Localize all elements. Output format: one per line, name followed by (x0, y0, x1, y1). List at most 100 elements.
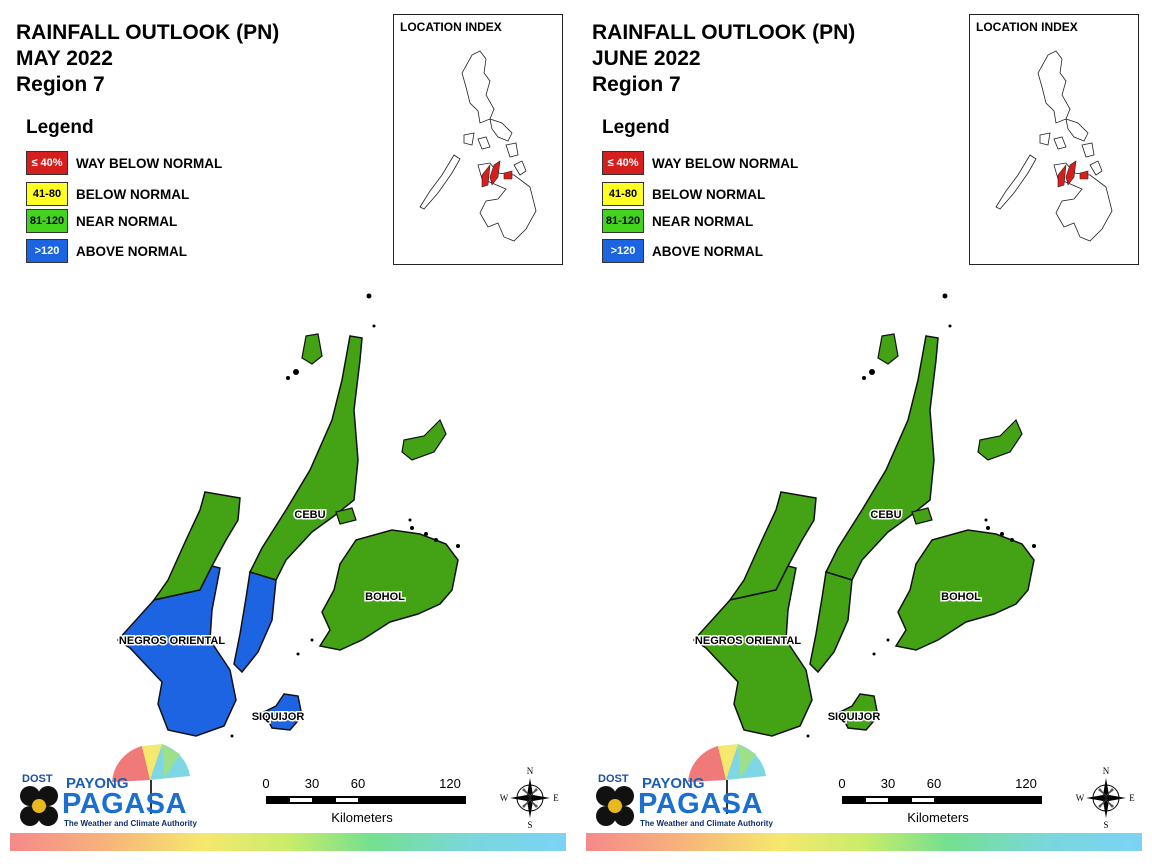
panel-may: RAINFALL OUTLOOK (PN) MAY 2022 Region 7 … (10, 14, 566, 851)
title-line-1: RAINFALL OUTLOOK (PN) (592, 21, 856, 44)
legend-item-below: 41-80 BELOW NORMAL (602, 181, 765, 207)
north-arrow: N S W E (498, 764, 562, 830)
region-cebu-south (809, 571, 853, 674)
legend-label: ABOVE NORMAL (76, 243, 187, 259)
north-arrow: N S W E (1074, 764, 1138, 830)
logo-dost: DOST (598, 773, 629, 785)
logo-payong: PAYONG (642, 775, 705, 792)
legend-swatch: ≤ 40% (602, 151, 644, 175)
logo-pagasa: PAGASA (638, 788, 763, 820)
location-index-box: LOCATION INDEX (393, 14, 563, 265)
compass-e: E (553, 793, 559, 803)
region-negros-north (152, 491, 241, 602)
small-islands (877, 333, 1023, 525)
compass-rose-icon: N S W E (1076, 766, 1136, 830)
title-line-1: RAINFALL OUTLOOK (PN) (16, 21, 280, 44)
map-title: RAINFALL OUTLOOK (PN) JUNE 2022 Region 7 (592, 20, 855, 98)
scale-bar: 0 30 60 120 Kilometers (262, 776, 474, 826)
color-gradient-bar (10, 833, 566, 851)
legend-item-near: 81-120 NEAR NORMAL (602, 208, 753, 234)
label-bohol: BOHOL (365, 591, 405, 603)
pagasa-logo: DOST PAYONG PAGASA The Weather and Clima… (14, 740, 204, 832)
legend-item-above: >120 ABOVE NORMAL (26, 238, 187, 264)
philippines-index-map (995, 50, 1113, 242)
legend-label: ABOVE NORMAL (652, 243, 763, 259)
title-month: JUNE 2022 (592, 47, 701, 70)
scale-tick: 30 (880, 776, 896, 791)
region-bohol (894, 529, 1035, 651)
region-cebu-south (233, 571, 277, 674)
map-title: RAINFALL OUTLOOK (PN) MAY 2022 Region 7 (16, 20, 279, 98)
legend-label: WAY BELOW NORMAL (652, 155, 799, 171)
compass-w: W (1076, 793, 1085, 803)
scale-tick: 60 (926, 776, 942, 791)
region-negros-south (116, 565, 237, 737)
logo-payong: PAYONG (66, 775, 129, 792)
region-siquijor (838, 693, 879, 731)
compass-rose-icon: N S W E (500, 766, 560, 830)
scale-tick: 0 (262, 776, 270, 791)
pagasa-logo: DOST PAYONG PAGASA The Weather and Clima… (590, 740, 780, 832)
logo-tagline: The Weather and Climate Authority (64, 819, 197, 828)
label-cebu: CEBU (870, 509, 901, 521)
legend-swatch: 41-80 (602, 182, 644, 206)
label-negros-oriental: NEGROS ORIENTAL (695, 635, 801, 647)
legend-swatch: ≤ 40% (26, 151, 68, 175)
region-7-map: CEBU BOHOL NEGROS ORIENTAL SIQUIJOR (116, 293, 460, 738)
title-month: MAY 2022 (16, 47, 113, 70)
region-negros-north (728, 491, 817, 602)
legend-swatch: 81-120 (602, 209, 644, 233)
compass-n: N (1103, 766, 1110, 776)
umbrella-icon (20, 744, 190, 826)
islets (806, 293, 1036, 738)
logo-dost: DOST (22, 773, 53, 785)
logo-tagline: The Weather and Climate Authority (640, 819, 773, 828)
legend-label: BELOW NORMAL (652, 186, 766, 202)
region-cebu-north (824, 335, 939, 581)
scale-tick: 0 (838, 776, 846, 791)
location-index-title: LOCATION INDEX (400, 20, 502, 34)
legend-label: NEAR NORMAL (652, 213, 754, 229)
legend-item-near: 81-120 NEAR NORMAL (26, 208, 177, 234)
legend-swatch: >120 (26, 239, 68, 263)
legend-title: Legend (602, 117, 670, 138)
legend-label: BELOW NORMAL (76, 186, 190, 202)
location-index-box: LOCATION INDEX (969, 14, 1139, 265)
legend-swatch: 41-80 (26, 182, 68, 206)
legend-item-below: 41-80 BELOW NORMAL (26, 181, 189, 207)
label-siquijor: SIQUIJOR (252, 711, 305, 723)
compass-e: E (1129, 793, 1135, 803)
compass-w: W (500, 793, 509, 803)
label-siquijor: SIQUIJOR (828, 711, 881, 723)
scale-unit: Kilometers (907, 810, 969, 825)
location-index-title: LOCATION INDEX (976, 20, 1078, 34)
legend-title: Legend (26, 117, 94, 138)
scale-bar: 0 30 60 120 Kilometers (838, 776, 1050, 826)
region-7-map: CEBU BOHOL NEGROS ORIENTAL SIQUIJOR (692, 293, 1036, 738)
small-islands (301, 333, 447, 525)
region-cebu-north (248, 335, 363, 581)
scale-bar-graphic (266, 796, 466, 804)
philippines-index-map (419, 50, 537, 242)
umbrella-icon (596, 744, 766, 826)
color-gradient-bar (586, 833, 1142, 851)
region-bohol (318, 529, 459, 651)
legend-item-way-below: ≤ 40% WAY BELOW NORMAL (26, 150, 222, 176)
panel-june: RAINFALL OUTLOOK (PN) JUNE 2022 Region 7… (576, 0, 1152, 864)
title-region: Region 7 (16, 73, 105, 96)
scale-tick: 120 (1015, 776, 1037, 791)
scale-tick: 120 (439, 776, 461, 791)
legend-swatch: >120 (602, 239, 644, 263)
compass-s: S (527, 820, 532, 830)
scale-tick: 60 (350, 776, 366, 791)
legend-label: NEAR NORMAL (76, 213, 178, 229)
region-siquijor (262, 693, 303, 731)
legend-swatch: 81-120 (26, 209, 68, 233)
legend-label: WAY BELOW NORMAL (76, 155, 223, 171)
region-negros-south (692, 565, 813, 737)
label-bohol: BOHOL (941, 591, 981, 603)
scale-tick: 30 (304, 776, 320, 791)
title-region: Region 7 (592, 73, 681, 96)
label-negros-oriental: NEGROS ORIENTAL (119, 635, 225, 647)
legend-item-way-below: ≤ 40% WAY BELOW NORMAL (602, 150, 798, 176)
